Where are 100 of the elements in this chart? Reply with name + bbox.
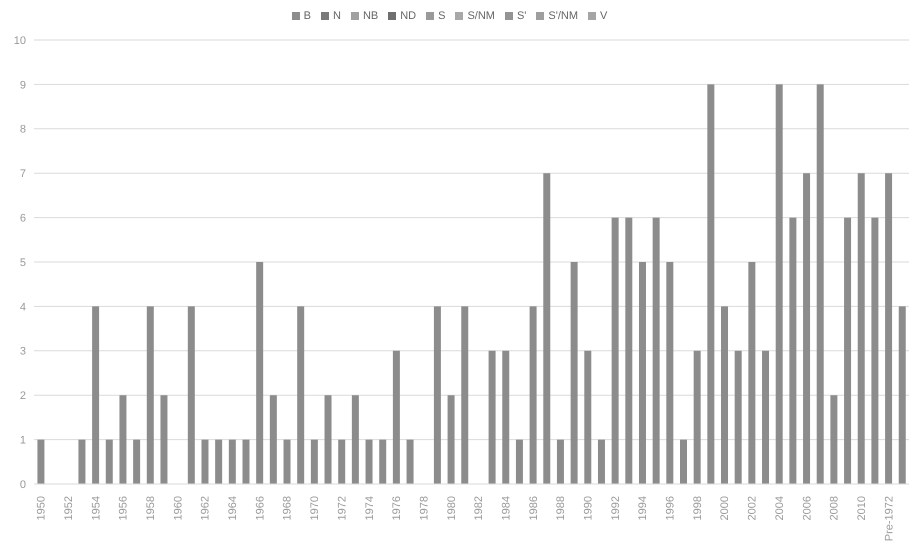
bar <box>734 350 742 484</box>
y-tick-label: 7 <box>20 168 26 180</box>
y-tick-label: 4 <box>20 301 26 314</box>
x-tick-label: 2004 <box>774 496 786 520</box>
bar <box>338 440 346 484</box>
bar <box>448 395 455 484</box>
x-tick-label: 1974 <box>364 496 376 520</box>
y-tick-label: 8 <box>20 124 26 136</box>
bar <box>885 173 892 484</box>
x-tick-label: 1996 <box>664 496 677 520</box>
bar <box>119 395 126 484</box>
bar <box>379 440 386 484</box>
y-tick-label: 0 <box>20 478 26 491</box>
bar <box>707 84 714 484</box>
x-tick-label: 2010 <box>856 496 868 520</box>
bar <box>570 262 578 484</box>
bar <box>78 440 86 484</box>
bar <box>256 262 264 484</box>
bar <box>598 440 605 484</box>
x-tick-label: 2000 <box>719 496 732 520</box>
bar <box>789 218 796 484</box>
bar <box>694 350 701 484</box>
x-tick-label: 1992 <box>610 496 622 520</box>
bar <box>488 350 496 484</box>
x-tick-label: 1956 <box>118 496 130 520</box>
legend-label: NB <box>362 10 378 22</box>
x-tick-label: 1970 <box>309 496 322 520</box>
x-tick-label: 2006 <box>801 496 814 520</box>
bar <box>146 306 154 484</box>
bar <box>530 306 537 484</box>
x-tick-label: 1960 <box>172 496 184 520</box>
bar <box>803 173 810 484</box>
x-tick-label: 1988 <box>555 496 568 520</box>
bar <box>816 84 824 484</box>
bar <box>858 173 865 484</box>
bar <box>228 440 236 484</box>
bar <box>352 395 359 484</box>
legend-label: S <box>438 10 446 22</box>
x-tick-label: 1962 <box>200 496 212 520</box>
bar <box>680 440 687 484</box>
x-tick-label: Pre-1972 <box>883 496 896 542</box>
x-tick-label: 1952 <box>62 496 75 520</box>
bar <box>392 350 400 484</box>
x-tick-label: 1998 <box>692 496 704 520</box>
bar <box>242 440 250 484</box>
bar <box>652 218 660 484</box>
bar <box>556 440 564 484</box>
bar <box>844 218 852 484</box>
legend-label: S/NM <box>467 10 495 22</box>
bar <box>543 173 550 484</box>
bar <box>284 440 291 484</box>
x-tick-label: 1954 <box>90 496 102 520</box>
bar <box>871 218 878 484</box>
bar <box>324 395 332 484</box>
bar <box>748 262 756 484</box>
y-tick-label: 3 <box>20 346 26 358</box>
bar <box>830 395 838 484</box>
bar <box>776 84 783 484</box>
legend-label: N <box>332 10 341 22</box>
bar <box>638 262 646 484</box>
bar <box>406 440 414 484</box>
bar <box>762 350 770 484</box>
x-tick-label: 1982 <box>473 496 486 520</box>
legend-label: V <box>600 10 608 22</box>
y-tick-label: 2 <box>20 390 26 402</box>
legend-label: S'/NM <box>548 10 578 22</box>
y-tick-label: 5 <box>20 256 26 269</box>
x-tick-label: 1972 <box>336 496 348 520</box>
x-tick-label: 1990 <box>582 496 595 520</box>
legend-label: ND <box>400 10 416 22</box>
bar <box>188 306 195 484</box>
bar <box>502 350 510 484</box>
y-tick-label: 9 <box>20 79 26 92</box>
bar <box>584 350 592 484</box>
x-tick-label: 1994 <box>637 496 650 520</box>
bar <box>92 306 100 484</box>
bar <box>37 440 44 484</box>
bar <box>270 395 277 484</box>
bar <box>106 440 113 484</box>
bar <box>666 262 674 484</box>
bar <box>160 395 168 484</box>
bar <box>215 440 222 484</box>
x-tick-label: 1958 <box>145 496 158 520</box>
bar <box>310 440 318 484</box>
x-tick-label: 2008 <box>828 496 841 520</box>
bar <box>201 440 208 484</box>
y-tick-label: 1 <box>20 434 26 447</box>
bar <box>516 440 523 484</box>
bar <box>612 218 619 484</box>
x-tick-label: 2002 <box>746 496 759 520</box>
x-tick-label: 1968 <box>282 496 294 520</box>
bar <box>898 306 906 484</box>
bar <box>721 306 728 484</box>
x-tick-label: 1966 <box>254 496 266 520</box>
legend-label: S' <box>516 10 526 22</box>
x-tick-label: 1986 <box>528 496 540 520</box>
x-tick-label: 1984 <box>500 496 512 520</box>
x-tick-label: 1950 <box>36 496 48 520</box>
bar <box>133 440 140 484</box>
bar <box>297 306 304 484</box>
